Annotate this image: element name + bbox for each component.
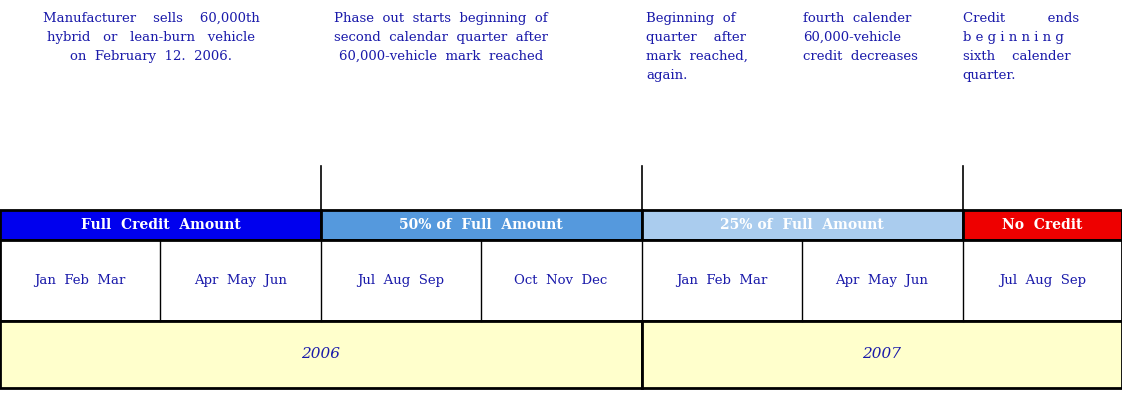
Text: Oct  Nov  Dec: Oct Nov Dec [514, 274, 608, 287]
Text: 25% of  Full  Amount: 25% of Full Amount [720, 218, 884, 232]
Text: Jul  Aug  Sep: Jul Aug Sep [357, 274, 444, 287]
Bar [0, 240, 1122, 321]
Text: Manufacturer    sells    60,000th
hybrid   or   lean-burn   vehicle
on  February: Manufacturer sells 60,000th hybrid or le… [43, 12, 260, 63]
Text: Jan  Feb  Mar: Jan Feb Mar [675, 274, 767, 287]
Text: Apr  May  Jun: Apr May Jun [836, 274, 928, 287]
Text: 50% of  Full  Amount: 50% of Full Amount [399, 218, 563, 232]
Text: Jul  Aug  Sep: Jul Aug Sep [999, 274, 1086, 287]
Text: 2006: 2006 [302, 347, 340, 362]
Bar [321, 210, 642, 240]
Text: Credit          ends
b e g i n n i n g
sixth    calender
quarter.: Credit ends b e g i n n i n g sixth cale… [963, 12, 1078, 82]
Text: Jan  Feb  Mar: Jan Feb Mar [35, 274, 126, 287]
Text: 2007: 2007 [863, 347, 901, 362]
Text: Beginning  of
quarter    after
mark  reached,
again.: Beginning of quarter after mark reached,… [646, 12, 748, 82]
Bar [0, 321, 642, 388]
Text: No  Credit: No Credit [1002, 218, 1083, 232]
Text: fourth  calender
60,000-vehicle
credit  decreases: fourth calender 60,000-vehicle credit de… [803, 12, 918, 63]
Bar [963, 210, 1122, 240]
Text: Full  Credit  Amount: Full Credit Amount [81, 218, 240, 232]
Bar [642, 321, 1122, 388]
Bar [0, 210, 321, 240]
Bar [642, 210, 963, 240]
Text: Apr  May  Jun: Apr May Jun [194, 274, 287, 287]
Text: Phase  out  starts  beginning  of
second  calendar  quarter  after
60,000-vehicl: Phase out starts beginning of second cal… [334, 12, 548, 63]
